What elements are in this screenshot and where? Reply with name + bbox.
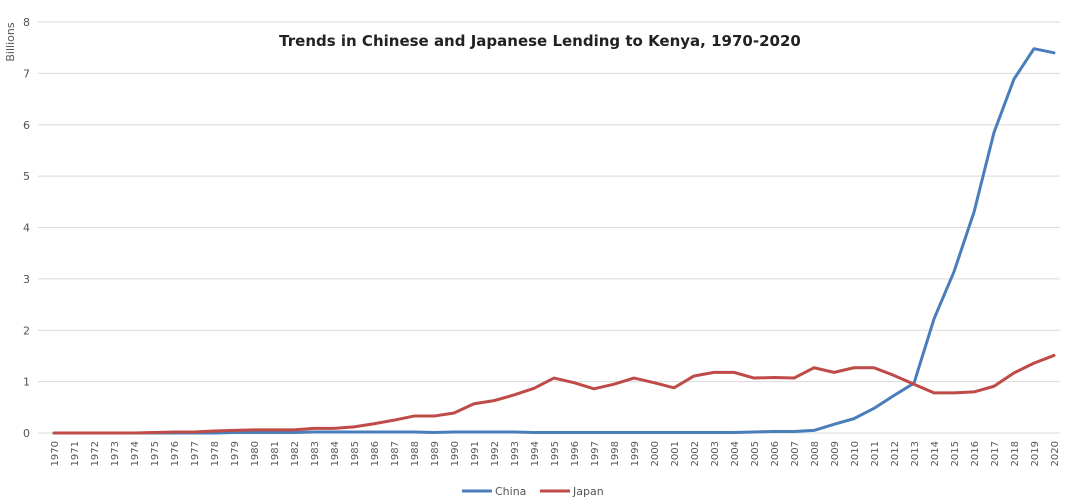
x-tick-label: 2016 <box>970 441 981 466</box>
x-tick-label: 1976 <box>170 441 181 466</box>
x-tick-label: 1978 <box>210 441 221 466</box>
series-line-china <box>52 47 1056 435</box>
x-tick-label: 2001 <box>670 441 681 466</box>
series-lines <box>52 47 1056 435</box>
chart-title: Trends in Chinese and Japanese Lending t… <box>279 32 801 50</box>
y-tick-label: 7 <box>23 67 30 80</box>
x-tick-label: 1983 <box>310 441 321 466</box>
x-tick-label: 1988 <box>410 441 421 466</box>
x-tick-label: 1991 <box>470 441 481 466</box>
x-tick-label: 1990 <box>450 441 461 466</box>
x-tick-label: 2012 <box>890 441 901 466</box>
x-tick-label: 1998 <box>610 441 621 466</box>
x-tick-label: 1982 <box>290 441 301 466</box>
x-tick-label: 2013 <box>910 441 921 466</box>
x-tick-label: 1992 <box>490 441 501 466</box>
x-tick-label: 2011 <box>870 441 881 466</box>
gridlines <box>38 21 1060 434</box>
legend-label-japan: Japan <box>572 485 604 498</box>
y-tick-label: 1 <box>23 376 30 389</box>
x-tick-label: 1980 <box>250 441 261 466</box>
x-tick-label: 1994 <box>530 441 541 466</box>
x-tick-label: 1996 <box>570 441 581 466</box>
x-tick-label: 2006 <box>770 441 781 466</box>
x-tick-label: 2002 <box>690 441 701 466</box>
x-tick-label: 2000 <box>650 441 661 466</box>
y-tick-label: 3 <box>23 273 30 286</box>
x-tick-label: 2009 <box>830 441 841 466</box>
y-tick-label: 0 <box>23 427 30 440</box>
y-axis-ticks: 0 1 2 3 4 5 6 7 8 <box>23 16 30 440</box>
y-tick-label: 5 <box>23 170 30 183</box>
y-tick-label: 8 <box>23 16 30 29</box>
x-tick-label: 2008 <box>810 441 821 466</box>
x-tick-label: 2005 <box>750 441 761 466</box>
x-tick-label: 1973 <box>110 441 121 466</box>
x-tick-label: 2017 <box>990 441 1001 466</box>
x-tick-label: 2007 <box>790 441 801 466</box>
x-tick-label: 1979 <box>230 441 241 466</box>
x-tick-label: 2020 <box>1050 441 1061 466</box>
x-tick-label: 1984 <box>330 441 341 466</box>
x-tick-label: 1995 <box>550 441 561 466</box>
x-tick-label: 2019 <box>1030 441 1041 466</box>
x-tick-label: 2014 <box>930 441 941 466</box>
y-tick-label: 2 <box>23 324 30 337</box>
x-tick-label: 1975 <box>150 441 161 466</box>
x-tick-label: 1986 <box>370 441 381 466</box>
x-tick-label: 2004 <box>730 441 741 466</box>
legend: China Japan <box>462 485 604 498</box>
x-tick-label: 1971 <box>70 441 81 466</box>
x-tick-label: 1987 <box>390 441 401 466</box>
x-tick-label: 1974 <box>130 441 141 466</box>
x-tick-label: 2015 <box>950 441 961 466</box>
x-tick-label: 1977 <box>190 441 201 466</box>
y-tick-label: 6 <box>23 119 30 132</box>
series-line-japan <box>52 353 1056 435</box>
x-axis-ticks: 1970 1971 1972 1973 1974 1975 1976 1977 1978 1979… <box>50 441 1061 466</box>
x-tick-label: 2018 <box>1010 441 1021 466</box>
x-tick-label: 1985 <box>350 441 361 466</box>
x-tick-label: 1989 <box>430 441 441 466</box>
x-tick-label: 1972 <box>90 441 101 466</box>
x-tick-label: 1997 <box>590 441 601 466</box>
y-axis-label: Billions <box>4 22 17 61</box>
y-tick-label: 4 <box>23 222 30 235</box>
x-tick-label: 1993 <box>510 441 521 466</box>
x-tick-label: 1970 <box>50 441 61 466</box>
legend-label-china: China <box>495 485 526 498</box>
x-tick-label: 1999 <box>630 441 641 466</box>
x-tick-label: 1981 <box>270 441 281 466</box>
x-tick-label: 2010 <box>850 441 861 466</box>
x-tick-label: 2003 <box>710 441 721 466</box>
